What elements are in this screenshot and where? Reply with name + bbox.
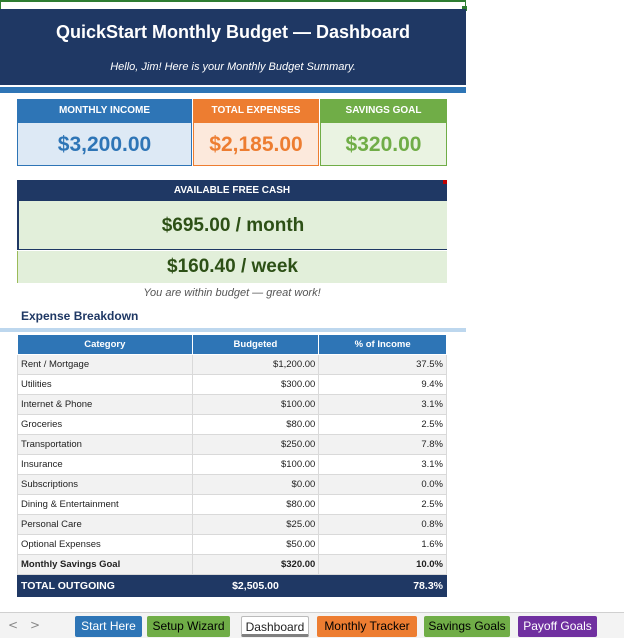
- row-budgeted[interactable]: $50.00: [191, 534, 320, 555]
- row-budgeted[interactable]: $100.00: [191, 454, 320, 475]
- row-percent[interactable]: 0.0%: [318, 474, 447, 495]
- row-budgeted[interactable]: $80.00: [191, 414, 320, 435]
- table-header-row: Category Budgeted % of Income: [17, 334, 447, 355]
- row-category[interactable]: Transportation: [17, 434, 193, 455]
- total-label[interactable]: TOTAL OUTGOING: [17, 574, 193, 597]
- row-percent[interactable]: 3.1%: [318, 454, 447, 475]
- expense-breakdown-table: Category Budgeted % of Income Rent / Mor…: [17, 334, 447, 597]
- row-budgeted[interactable]: $1,200.00: [191, 354, 320, 375]
- sheet-tab-bar: < > Start Here Setup Wizard Dashboard Mo…: [0, 612, 624, 638]
- tab-dashboard[interactable]: Dashboard: [241, 616, 309, 637]
- column-header-category[interactable]: Category: [17, 334, 193, 355]
- row-budgeted[interactable]: $25.00: [191, 514, 320, 535]
- table-row: Dining & Entertainment $80.00 2.5%: [17, 494, 447, 515]
- row-category[interactable]: Utilities: [17, 374, 193, 395]
- row-category[interactable]: Dining & Entertainment: [17, 494, 193, 515]
- dashboard-banner: QuickStart Monthly Budget — Dashboard He…: [0, 9, 466, 93]
- row-percent[interactable]: 2.5%: [318, 494, 447, 515]
- kpi-income-label: MONTHLY INCOME: [17, 99, 192, 122]
- row-percent[interactable]: 7.8%: [318, 434, 447, 455]
- total-percent[interactable]: 78.3%: [318, 574, 447, 597]
- table-row: Internet & Phone $100.00 3.1%: [17, 394, 447, 415]
- row-budgeted[interactable]: $80.00: [191, 494, 320, 515]
- row-budgeted[interactable]: $0.00: [191, 474, 320, 495]
- table-row: Personal Care $25.00 0.8%: [17, 514, 447, 535]
- table-row: Groceries $80.00 2.5%: [17, 414, 447, 435]
- column-header-percent[interactable]: % of Income: [318, 334, 447, 355]
- free-cash-header: AVAILABLE FREE CASH: [17, 180, 447, 201]
- tab-payoff-goals[interactable]: Payoff Goals: [518, 616, 597, 637]
- chevron-left-icon[interactable]: <: [8, 618, 19, 632]
- row-category[interactable]: Personal Care: [17, 514, 193, 535]
- savings-goal-row: Monthly Savings Goal $320.00 10.0%: [17, 554, 447, 575]
- kpi-savings-label: SAVINGS GOAL: [320, 99, 447, 122]
- row-category[interactable]: Monthly Savings Goal: [17, 554, 193, 575]
- chevron-right-icon[interactable]: >: [30, 618, 41, 632]
- tab-setup-wizard[interactable]: Setup Wizard: [147, 616, 230, 637]
- total-row: TOTAL OUTGOING $2,505.00 78.3%: [17, 574, 447, 597]
- greeting-subtitle: Hello, Jim! Here is your Monthly Budget …: [110, 61, 356, 73]
- row-category[interactable]: Internet & Phone: [17, 394, 193, 415]
- row-percent[interactable]: 3.1%: [318, 394, 447, 415]
- tab-monthly-tracker[interactable]: Monthly Tracker: [317, 616, 417, 637]
- tab-start-here[interactable]: Start Here: [75, 616, 142, 637]
- row-percent[interactable]: 9.4%: [318, 374, 447, 395]
- row-category[interactable]: Subscriptions: [17, 474, 193, 495]
- row-percent[interactable]: 2.5%: [318, 414, 447, 435]
- row-category[interactable]: Optional Expenses: [17, 534, 193, 555]
- row-category[interactable]: Insurance: [17, 454, 193, 475]
- column-header-budgeted[interactable]: Budgeted: [191, 334, 320, 355]
- worksheet[interactable]: QuickStart Monthly Budget — Dashboard He…: [0, 0, 624, 612]
- row-percent[interactable]: 37.5%: [318, 354, 447, 375]
- page-title: QuickStart Monthly Budget — Dashboard: [55, 22, 411, 42]
- row-category[interactable]: Rent / Mortgage: [17, 354, 193, 375]
- kpi-savings-value[interactable]: $320.00: [320, 122, 447, 166]
- kpi-income-value[interactable]: $3,200.00: [17, 122, 192, 166]
- free-cash-monthly[interactable]: $695.00 / month: [17, 201, 447, 250]
- kpi-expenses-label: TOTAL EXPENSES: [193, 99, 319, 122]
- budget-status-note: You are within budget — great work!: [143, 287, 321, 299]
- row-budgeted[interactable]: $100.00: [191, 394, 320, 415]
- table-row: Insurance $100.00 3.1%: [17, 454, 447, 475]
- free-cash-weekly[interactable]: $160.40 / week: [17, 251, 447, 283]
- row-percent[interactable]: 0.8%: [318, 514, 447, 535]
- fill-handle[interactable]: [462, 6, 467, 11]
- table-row: Rent / Mortgage $1,200.00 37.5%: [17, 354, 447, 375]
- row-percent[interactable]: 10.0%: [318, 554, 447, 575]
- table-row: Utilities $300.00 9.4%: [17, 374, 447, 395]
- row-budgeted[interactable]: $300.00: [191, 374, 320, 395]
- row-category[interactable]: Groceries: [17, 414, 193, 435]
- row-budgeted[interactable]: $320.00: [191, 554, 320, 575]
- row-budgeted[interactable]: $250.00: [191, 434, 320, 455]
- table-row: Optional Expenses $50.00 1.6%: [17, 534, 447, 555]
- table-row: Transportation $250.00 7.8%: [17, 434, 447, 455]
- tab-savings-goals[interactable]: Savings Goals: [424, 616, 510, 637]
- row-percent[interactable]: 1.6%: [318, 534, 447, 555]
- comment-indicator[interactable]: [443, 180, 447, 184]
- total-budgeted[interactable]: $2,505.00: [191, 574, 320, 597]
- section-divider: [0, 328, 466, 332]
- table-row: Subscriptions $0.00 0.0%: [17, 474, 447, 495]
- banner-accent-stripe: [0, 87, 466, 93]
- expense-breakdown-title: Expense Breakdown: [21, 309, 139, 323]
- kpi-expenses-value[interactable]: $2,185.00: [193, 122, 319, 166]
